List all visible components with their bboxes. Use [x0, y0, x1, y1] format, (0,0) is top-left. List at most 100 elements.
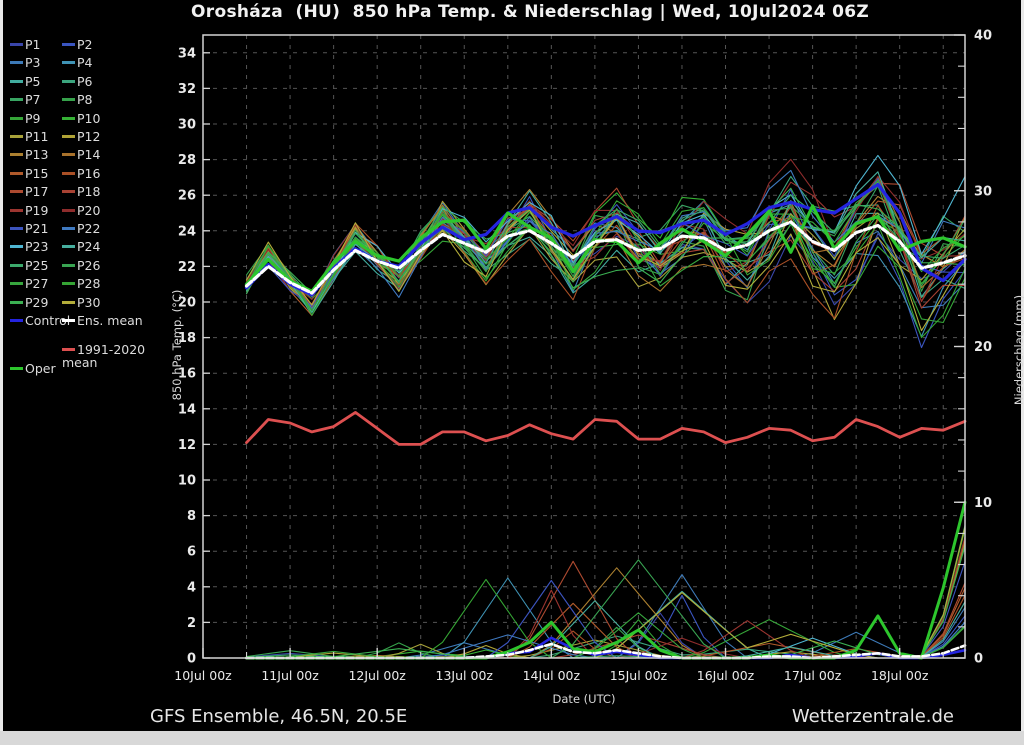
chart-title: Orosháza (HU) 850 hPa Temp. & Niederschl…	[191, 2, 869, 22]
legend-label: P21	[25, 221, 49, 236]
legend-swatch	[62, 61, 75, 65]
legend-item-p3: P3	[10, 56, 41, 69]
footer-site-credit: Wetterzentrale.de	[791, 706, 954, 727]
legend-label: P18	[77, 184, 101, 200]
legend-item-ens-mean: Ens. mean	[62, 314, 143, 327]
date-tick-label: 14Jul 00z	[523, 668, 581, 683]
legend-label: P24	[77, 239, 101, 255]
legend-label: P13	[25, 147, 49, 163]
date-tick-label: 12Jul 00z	[348, 668, 406, 683]
date-tick-label: 11Jul 00z	[261, 668, 319, 683]
legend-swatch	[62, 319, 75, 322]
date-tick-label: 16Jul 00z	[697, 668, 755, 683]
legend-item-p20: P20	[62, 204, 100, 217]
temp-tick-label: 22	[178, 260, 196, 275]
legend-swatch	[10, 61, 23, 65]
legend-item-p25: P25	[10, 259, 48, 272]
legend-label: P11	[25, 129, 49, 144]
member-precip-P5	[245, 543, 966, 659]
date-tick-label: 18Jul 00z	[871, 668, 929, 683]
y-axis-label-precip: Niederschlag (mm)	[1012, 294, 1024, 406]
legend-label: Ens. mean	[77, 313, 143, 328]
legend-item-p24: P24	[62, 240, 100, 253]
legend-item-p29: P29	[10, 296, 48, 309]
page-bottom-strip	[0, 731, 1024, 745]
gridlines	[203, 35, 965, 658]
legend-label: P1	[25, 37, 41, 52]
legend-item-p7: P7	[10, 93, 41, 106]
legend-item-p16: P16	[62, 167, 100, 180]
legend-item-p8: P8	[62, 93, 93, 106]
legend-swatch	[10, 79, 23, 83]
legend-item-p11: P11	[10, 130, 48, 143]
legend-item-p27: P27	[10, 277, 48, 290]
legend-swatch	[62, 190, 75, 194]
precip-tick-label: 10	[974, 496, 992, 511]
legend-swatch	[62, 245, 75, 249]
legend-label: P26	[77, 257, 101, 273]
legend-item-p1: P1	[10, 38, 41, 51]
member-precip-P17	[245, 560, 966, 659]
legend-label: P29	[25, 294, 49, 310]
legend-label: P2	[77, 37, 93, 52]
temp-tick-label: 2	[187, 616, 196, 631]
legend-swatch	[62, 79, 75, 83]
legend-label: P30	[77, 294, 101, 310]
legend-swatch	[62, 227, 75, 230]
legend-swatch	[10, 98, 23, 102]
page-right-border	[1021, 0, 1024, 731]
legend-item-p26: P26	[62, 259, 100, 272]
member-temp-P19	[245, 181, 966, 305]
legend-item-p22: P22	[62, 222, 100, 235]
legend-swatch	[62, 98, 75, 102]
legend-swatch	[62, 43, 75, 46]
date-tick-label: 15Jul 00z	[610, 668, 668, 683]
legend-swatch	[10, 245, 23, 249]
legend-label: P4	[77, 55, 93, 71]
legend-label: P12	[77, 129, 101, 144]
legend-item-p14: P14	[62, 148, 100, 161]
legend-item-p12: P12	[62, 130, 100, 143]
precip-tick-label: 20	[974, 340, 992, 355]
member-temp-P2	[245, 188, 966, 349]
legend-swatch	[62, 300, 75, 304]
legend-swatch	[10, 171, 23, 175]
temp-tick-label: 8	[187, 509, 196, 524]
axes: 0246810121416182022242628303234010203040…	[174, 29, 992, 684]
legend-item-control: Control	[10, 314, 70, 327]
date-tick-label: 13Jul 00z	[436, 668, 494, 683]
date-tick-label: 17Jul 00z	[784, 668, 842, 683]
legend-item-p23: P23	[10, 240, 48, 253]
temp-tick-label: 30	[178, 118, 196, 133]
legend: P1 P2 P3 P4 P5 P6 P7 P8 P9 P10 P11 P12 P13 P14 P15 P16 P…	[0, 0, 160, 400]
legend-label: P28	[77, 276, 101, 292]
legend-item-p6: P6	[62, 75, 93, 88]
temp-tick-label: 12	[178, 438, 196, 453]
member-precip-P21	[245, 561, 966, 659]
legend-item-p9: P9	[10, 112, 41, 125]
member-temp-P30	[245, 209, 966, 332]
temp-tick-label: 34	[178, 46, 196, 61]
member-temp-P23	[245, 154, 966, 313]
series-climate-mean-temp	[245, 410, 967, 446]
legend-swatch	[10, 263, 23, 267]
legend-label: Oper	[25, 360, 56, 376]
legend-swatch	[10, 135, 23, 138]
legend-label: P27	[25, 276, 49, 292]
temp-tick-label: 24	[178, 224, 196, 239]
legend-label: Control	[25, 313, 71, 328]
legend-swatch	[10, 282, 23, 286]
temp-tick-label: 10	[178, 474, 196, 489]
precip-tick-label: 0	[974, 652, 983, 667]
member-precip-P6	[245, 542, 966, 659]
series-ens-mean-temp	[244, 220, 967, 295]
legend-item-p19: P19	[10, 204, 48, 217]
legend-item-1991-2020-mean: 1991-2020 mean	[62, 343, 145, 369]
legend-label: P9	[25, 110, 41, 126]
footer-model-info: GFS Ensemble, 46.5N, 20.5E	[150, 706, 408, 727]
legend-swatch	[62, 116, 75, 120]
legend-swatch	[10, 43, 23, 46]
temp-tick-label: 20	[178, 296, 196, 311]
page-left-border	[0, 0, 3, 731]
